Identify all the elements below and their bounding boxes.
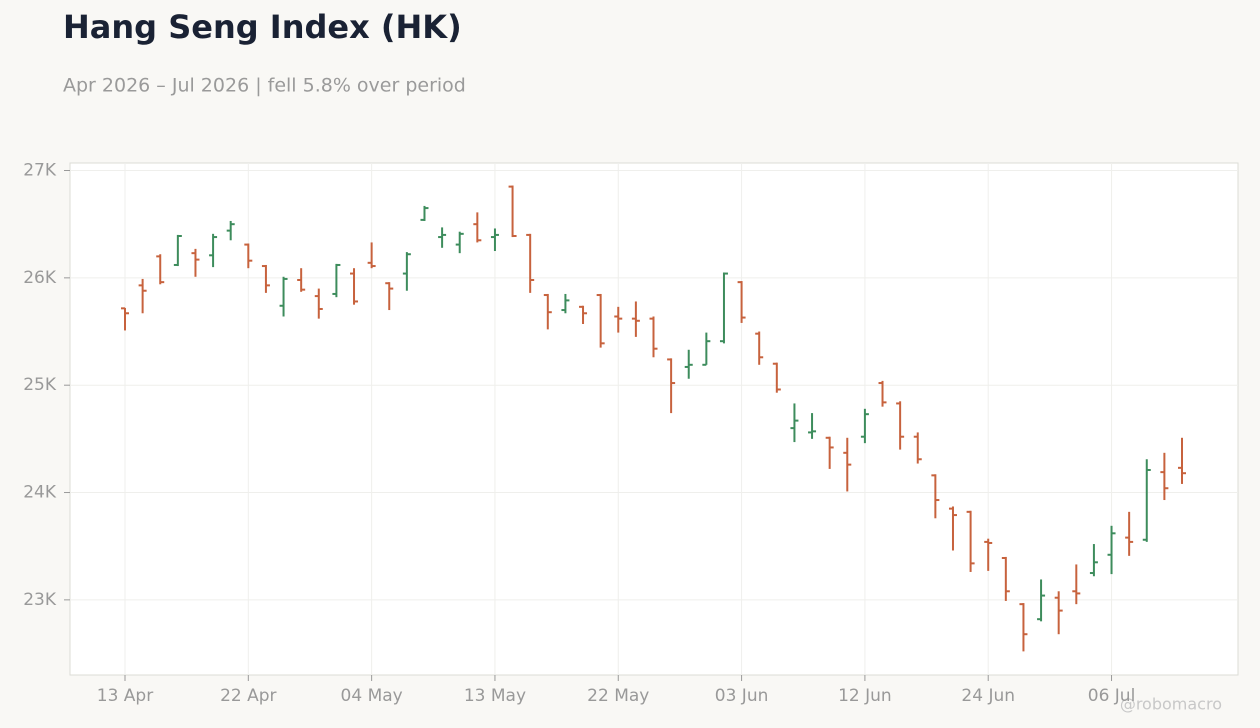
x-tick-label: 22 May	[587, 686, 649, 706]
x-tick-label: 03 Jun	[715, 686, 769, 706]
watermark: @robomacro	[1120, 695, 1222, 714]
y-tick-label: 24K	[23, 483, 57, 503]
x-tick-label: 22 Apr	[220, 686, 276, 706]
x-tick-label: 12 Jun	[838, 686, 892, 706]
x-tick-label: 06 Jul	[1088, 686, 1136, 706]
x-tick-label: 13 Apr	[97, 686, 153, 706]
y-tick-label: 25K	[23, 375, 57, 395]
x-tick-label: 04 May	[341, 686, 403, 706]
y-tick-label: 27K	[23, 161, 57, 181]
x-tick-label: 13 May	[464, 686, 526, 706]
y-tick-label: 23K	[23, 590, 57, 610]
chart-subtitle: Apr 2026 – Jul 2026 | fell 5.8% over per…	[63, 75, 466, 97]
plot-area	[69, 162, 1239, 676]
chart-title: Hang Seng Index (HK)	[63, 8, 462, 46]
x-tick-label: 24 Jun	[961, 686, 1015, 706]
y-tick-label: 26K	[23, 268, 57, 288]
